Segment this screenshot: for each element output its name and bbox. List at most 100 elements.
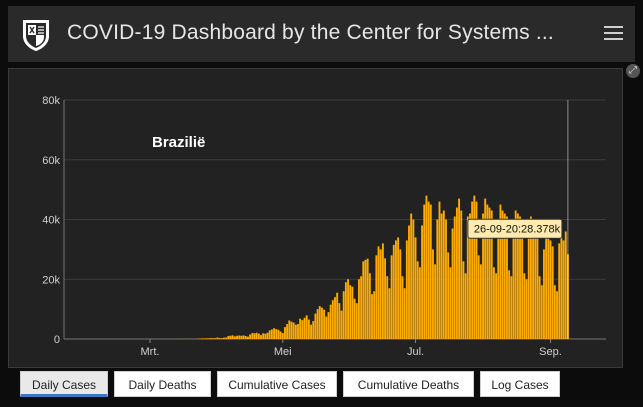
daily-case-bar[interactable] <box>395 240 397 339</box>
daily-case-bar[interactable] <box>440 213 443 339</box>
daily-case-bar[interactable] <box>323 309 326 339</box>
daily-case-bar[interactable] <box>453 216 456 339</box>
daily-case-bar[interactable] <box>429 204 432 339</box>
daily-case-bar[interactable] <box>484 198 487 339</box>
daily-case-bar[interactable] <box>451 228 454 339</box>
daily-case-bar[interactable] <box>347 279 349 339</box>
daily-case-bar[interactable] <box>473 195 476 339</box>
daily-case-bar[interactable] <box>351 286 354 339</box>
daily-case-bar[interactable] <box>534 222 537 339</box>
daily-case-bar[interactable] <box>283 327 286 339</box>
daily-case-bar[interactable] <box>418 267 421 339</box>
daily-case-bar[interactable] <box>297 324 299 339</box>
daily-case-bar[interactable] <box>375 255 378 339</box>
daily-case-bar[interactable] <box>523 273 526 339</box>
daily-case-bar[interactable] <box>203 338 206 339</box>
daily-case-bar[interactable] <box>240 335 243 339</box>
daily-case-bar[interactable] <box>549 240 552 339</box>
daily-case-bar[interactable] <box>479 264 482 339</box>
daily-case-bar[interactable] <box>290 321 293 339</box>
daily-case-bar[interactable] <box>233 336 236 339</box>
daily-case-bar[interactable] <box>238 335 241 339</box>
daily-case-bar[interactable] <box>338 303 341 339</box>
daily-case-bar[interactable] <box>564 231 567 339</box>
daily-case-bar[interactable] <box>246 336 249 339</box>
daily-case-bar[interactable] <box>207 338 210 339</box>
daily-case-bar[interactable] <box>260 335 262 339</box>
daily-case-bar[interactable] <box>462 261 465 339</box>
daily-case-bar[interactable] <box>292 322 295 339</box>
daily-case-bar[interactable] <box>218 338 221 339</box>
daily-case-bar[interactable] <box>268 330 271 339</box>
daily-case-bar[interactable] <box>360 276 363 339</box>
daily-case-bar[interactable] <box>314 313 317 339</box>
daily-case-bar[interactable] <box>427 201 430 339</box>
daily-case-bar[interactable] <box>488 207 491 339</box>
daily-case-bar[interactable] <box>471 201 474 339</box>
tab-log-cases[interactable]: Log Cases <box>480 371 560 397</box>
daily-case-bar[interactable] <box>562 240 565 339</box>
daily-case-bar[interactable] <box>229 335 232 339</box>
daily-case-bar[interactable] <box>503 213 506 339</box>
daily-case-bar[interactable] <box>545 234 548 339</box>
daily-case-bar[interactable] <box>560 237 563 339</box>
tab-cumulative-deaths[interactable]: Cumulative Deaths <box>343 371 474 397</box>
daily-case-bar[interactable] <box>401 276 404 339</box>
daily-case-bar[interactable] <box>305 315 308 339</box>
daily-case-bar[interactable] <box>482 213 484 339</box>
daily-case-bar[interactable] <box>303 317 306 339</box>
daily-case-bar[interactable] <box>432 249 434 339</box>
daily-case-bar[interactable] <box>540 285 543 339</box>
daily-case-bar[interactable] <box>442 210 445 339</box>
daily-case-bar[interactable] <box>492 267 495 339</box>
daily-case-bar[interactable] <box>408 225 410 339</box>
daily-case-bar[interactable] <box>388 288 391 339</box>
daily-case-bar[interactable] <box>373 291 376 339</box>
daily-case-bar[interactable] <box>390 255 393 339</box>
daily-case-bar[interactable] <box>458 198 461 339</box>
daily-case-bar[interactable] <box>286 324 289 339</box>
daily-case-bar[interactable] <box>386 276 389 339</box>
daily-case-bar[interactable] <box>486 204 489 339</box>
daily-case-bar[interactable] <box>255 332 258 339</box>
daily-case-bar[interactable] <box>364 259 367 339</box>
daily-case-bar[interactable] <box>288 320 291 339</box>
daily-case-bar[interactable] <box>405 240 408 339</box>
daily-case-bar[interactable] <box>321 307 323 339</box>
daily-case-bar[interactable] <box>362 261 365 339</box>
daily-case-bar[interactable] <box>512 225 515 339</box>
daily-case-bar[interactable] <box>266 332 269 339</box>
daily-case-bar[interactable] <box>242 335 245 339</box>
daily-case-bar[interactable] <box>216 337 219 339</box>
daily-case-bar[interactable] <box>553 285 556 339</box>
daily-case-bar[interactable] <box>403 288 406 339</box>
daily-case-bar[interactable] <box>223 337 225 339</box>
daily-case-bar[interactable] <box>279 331 282 339</box>
daily-case-bar[interactable] <box>307 319 310 339</box>
daily-case-bar[interactable] <box>336 292 339 339</box>
daily-case-bar[interactable] <box>416 261 419 339</box>
daily-case-bar[interactable] <box>368 273 371 339</box>
daily-case-bar[interactable] <box>521 219 524 340</box>
daily-case-bar[interactable] <box>312 321 315 339</box>
daily-case-bar[interactable] <box>466 216 469 339</box>
daily-case-bar[interactable] <box>318 306 321 339</box>
daily-case-bar[interactable] <box>469 213 471 339</box>
daily-case-bar[interactable] <box>423 204 426 339</box>
daily-case-bar[interactable] <box>249 334 252 339</box>
daily-case-bar[interactable] <box>447 252 450 339</box>
daily-case-bar[interactable] <box>510 276 513 339</box>
daily-case-bar[interactable] <box>257 333 260 339</box>
daily-case-bar[interactable] <box>501 210 504 339</box>
daily-case-bar[interactable] <box>490 210 493 339</box>
daily-case-bar[interactable] <box>253 333 256 339</box>
daily-case-bar[interactable] <box>379 249 382 339</box>
daily-case-bar[interactable] <box>342 291 345 339</box>
daily-case-bar[interactable] <box>519 216 521 339</box>
daily-case-bar[interactable] <box>329 304 332 339</box>
daily-case-bar[interactable] <box>201 338 204 339</box>
daily-case-bar[interactable] <box>264 333 267 339</box>
daily-case-bar[interactable] <box>331 300 334 339</box>
daily-case-bar[interactable] <box>455 207 458 339</box>
daily-case-bar[interactable] <box>475 201 478 339</box>
